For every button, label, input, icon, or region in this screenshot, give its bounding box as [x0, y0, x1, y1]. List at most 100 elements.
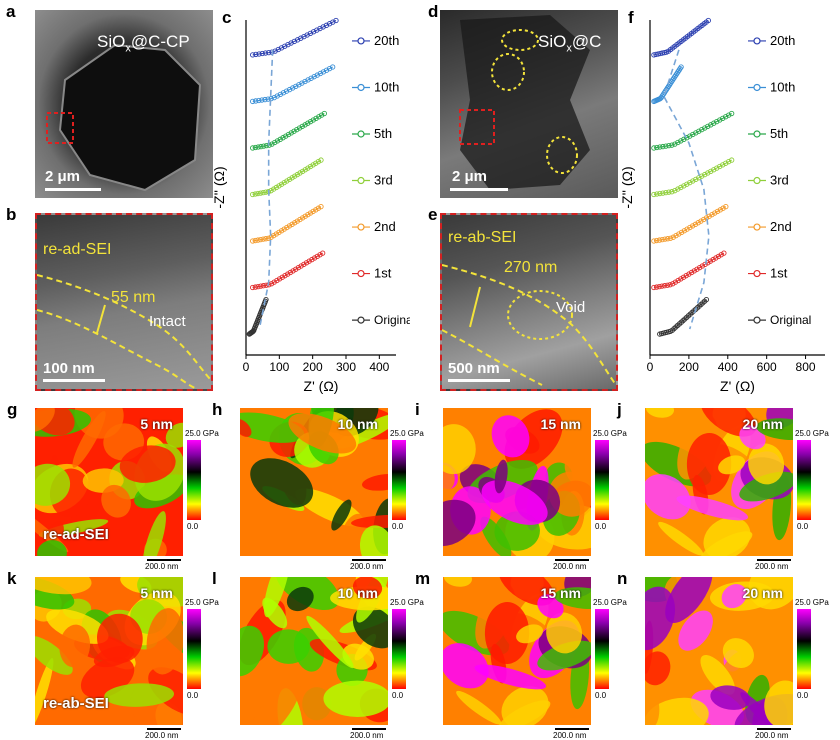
series-line	[252, 113, 325, 149]
data-point	[274, 277, 280, 284]
scale-text: 200.0 nm	[145, 562, 179, 571]
sample-title: SiOx@C-CP	[97, 32, 190, 55]
series-line	[653, 159, 732, 195]
series-line	[252, 20, 337, 56]
data-point	[286, 223, 293, 229]
colorbar-max: 25.0 GPa	[185, 598, 219, 607]
data-point	[689, 223, 696, 229]
panel-label-m: m	[415, 569, 431, 588]
data-point	[708, 168, 714, 174]
data-point	[305, 165, 311, 171]
data-point	[279, 274, 285, 280]
data-point	[697, 264, 703, 271]
data-point	[313, 115, 319, 122]
data-point	[717, 207, 723, 213]
data-point	[703, 297, 710, 303]
scale-text: 200.0 nm	[553, 562, 587, 571]
data-point	[710, 256, 716, 263]
data-point	[683, 273, 689, 279]
data-point	[718, 252, 724, 258]
x-tick-label: 200	[303, 360, 323, 374]
colorbar-min: 0.0	[595, 522, 607, 531]
data-point	[288, 130, 294, 136]
data-point	[299, 123, 305, 130]
x-tick-label: 300	[336, 360, 356, 374]
data-point	[305, 120, 311, 126]
series-line	[659, 299, 707, 335]
scale-bar	[147, 559, 181, 561]
depth-label: 5 nm	[140, 585, 173, 601]
data-point	[271, 279, 277, 285]
data-point	[670, 234, 676, 240]
legend-marker	[357, 176, 365, 185]
data-point	[690, 131, 696, 138]
data-point	[278, 228, 285, 234]
colorbar	[797, 440, 811, 520]
data-point	[286, 176, 293, 183]
data-point	[676, 231, 682, 237]
data-point	[292, 173, 298, 179]
colorbar	[187, 440, 201, 520]
colorbar	[392, 440, 406, 520]
x-axis-label: Z' (Ω)	[720, 378, 755, 394]
data-point	[310, 162, 316, 168]
scale-bar	[757, 559, 791, 561]
data-point	[675, 186, 681, 192]
afm-modulus-map: 15 nm	[443, 577, 591, 725]
data-point	[307, 210, 314, 216]
scale-bar	[147, 728, 181, 730]
x-tick-label: 100	[269, 360, 289, 374]
legend-marker	[753, 223, 761, 231]
data-point	[723, 114, 729, 120]
legend-marker	[753, 130, 761, 138]
scale-text: 200.0 nm	[755, 562, 789, 571]
data-point	[678, 64, 684, 70]
data-point	[684, 181, 690, 187]
data-point	[316, 114, 322, 120]
data-point	[302, 213, 308, 219]
data-point	[699, 263, 706, 269]
data-point	[695, 220, 701, 226]
data-point	[687, 224, 693, 231]
data-point	[729, 157, 735, 163]
data-point	[726, 112, 732, 118]
guide-line	[258, 49, 274, 330]
data-point	[708, 122, 714, 128]
afm-modulus-map: 15 nm	[443, 408, 591, 556]
data-point	[687, 133, 693, 139]
data-point	[285, 131, 292, 138]
data-point	[702, 171, 708, 178]
data-point	[271, 186, 277, 192]
data-point	[289, 221, 295, 227]
data-point	[294, 218, 300, 224]
colorbar	[595, 609, 609, 689]
data-point	[706, 213, 712, 219]
scale-text: 2 μm	[452, 168, 488, 185]
colorbar-min: 0.0	[187, 522, 199, 531]
colorbar	[392, 609, 406, 689]
data-point	[320, 250, 326, 256]
legend-label: Original	[374, 313, 410, 327]
tem-image-b: re-ad-SEI 55 nm Intact 100 nm	[35, 213, 213, 391]
x-tick-label: 200	[679, 360, 699, 374]
legend-marker	[357, 269, 365, 278]
series-line	[653, 206, 727, 242]
series-line	[653, 252, 725, 288]
x-tick-label: 400	[369, 360, 389, 374]
scale-text: 200.0 nm	[145, 731, 179, 740]
x-tick-label: 800	[796, 360, 816, 374]
data-point	[705, 170, 711, 176]
data-point	[694, 266, 700, 272]
colorbar-max: 25.0 GPa	[390, 429, 424, 438]
y-axis-label: -Z'' (Ω)	[619, 166, 635, 208]
colorbar-max: 25.0 GPa	[593, 598, 627, 607]
data-point	[684, 226, 690, 232]
data-point	[307, 163, 314, 170]
panel-label-e: e	[428, 205, 438, 224]
data-point	[283, 133, 289, 139]
panel-label-h: h	[212, 400, 223, 419]
sei-label: re-ad-SEI	[43, 526, 109, 543]
data-point	[681, 136, 687, 142]
data-point	[702, 261, 708, 268]
data-point	[314, 253, 320, 259]
